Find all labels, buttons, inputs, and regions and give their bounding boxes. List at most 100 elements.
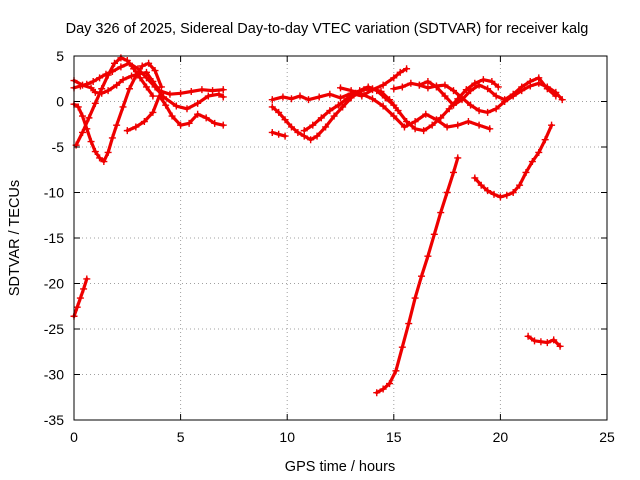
data-point	[543, 85, 551, 93]
data-point	[275, 108, 283, 116]
data-point	[347, 87, 355, 95]
x-tick-label: 5	[177, 429, 185, 445]
data-point	[83, 275, 91, 283]
data-point	[390, 112, 398, 120]
data-point	[177, 121, 185, 129]
data-point	[142, 74, 150, 82]
data-point	[151, 83, 159, 91]
data-point	[202, 114, 210, 122]
data-point	[535, 74, 543, 82]
data-point	[492, 92, 500, 100]
data-point	[535, 148, 543, 156]
data-point	[130, 65, 138, 73]
data-point	[398, 343, 406, 351]
data-point	[471, 79, 479, 87]
data-point	[87, 84, 95, 92]
data-point	[219, 121, 227, 129]
y-tick-label: -25	[44, 321, 64, 337]
series-trace-5	[123, 92, 227, 135]
data-point	[403, 118, 411, 126]
series-trace-3	[72, 54, 157, 149]
data-point	[556, 342, 564, 350]
data-point	[177, 89, 185, 97]
data-point	[279, 93, 287, 101]
data-point	[524, 332, 532, 340]
data-point	[219, 86, 227, 94]
data-point	[172, 102, 180, 110]
data-point	[117, 63, 125, 71]
data-point	[117, 54, 125, 62]
data-point	[104, 71, 112, 79]
y-tick-label: 0	[56, 94, 64, 110]
data-point	[204, 92, 212, 100]
data-point	[91, 148, 99, 156]
series-trace-15	[471, 121, 556, 201]
data-point	[76, 294, 84, 302]
data-point	[80, 285, 88, 293]
data-point	[390, 74, 398, 82]
data-point	[326, 107, 334, 115]
data-point	[522, 168, 530, 176]
data-point	[537, 338, 545, 346]
data-point	[379, 385, 387, 393]
data-point	[157, 83, 165, 91]
data-point	[449, 87, 457, 95]
data-point	[484, 85, 492, 93]
data-point	[85, 114, 93, 122]
data-point	[475, 107, 483, 115]
data-point	[541, 136, 549, 144]
data-point	[543, 339, 551, 347]
data-point	[185, 119, 193, 127]
data-point	[87, 138, 95, 146]
data-point	[113, 121, 121, 129]
data-point	[441, 92, 449, 100]
data-point	[194, 99, 202, 107]
y-tick-label: 5	[56, 48, 64, 64]
data-point	[145, 59, 153, 67]
data-point	[428, 121, 436, 129]
data-point	[268, 96, 276, 104]
y-tick-label: -35	[44, 412, 64, 428]
data-point	[162, 101, 170, 109]
data-point	[96, 74, 104, 82]
data-point	[132, 72, 140, 80]
data-point	[477, 181, 485, 189]
data-point	[471, 174, 479, 182]
data-point	[287, 95, 295, 103]
data-point	[315, 93, 323, 101]
data-point	[443, 123, 451, 131]
data-point	[358, 90, 366, 98]
data-point	[386, 380, 394, 388]
data-point	[113, 81, 121, 89]
data-point	[548, 121, 556, 129]
x-axis-label: GPS time / hours	[285, 459, 395, 475]
data-point	[443, 189, 451, 196]
series-trace-7	[268, 65, 411, 104]
data-point	[484, 108, 492, 116]
series-trace-16	[524, 332, 564, 350]
data-point	[125, 85, 133, 93]
data-point	[454, 154, 462, 162]
data-point	[74, 103, 82, 111]
x-tick-label: 0	[70, 429, 78, 445]
data-point	[558, 96, 566, 104]
data-point	[151, 67, 159, 75]
data-point	[403, 65, 411, 73]
data-point	[76, 82, 84, 90]
data-point	[550, 336, 558, 344]
data-point	[432, 83, 440, 91]
data-point	[552, 92, 560, 100]
x-tick-label: 20	[493, 429, 509, 445]
data-point	[187, 87, 195, 95]
data-point	[422, 110, 430, 118]
data-point	[96, 154, 104, 162]
data-point	[108, 134, 116, 142]
data-point	[138, 62, 146, 70]
data-point	[307, 136, 315, 144]
data-point	[516, 181, 524, 189]
chart-title: Day 326 of 2025, Sidereal Day-to-day VTE…	[66, 21, 589, 37]
data-point	[89, 77, 97, 85]
data-point	[467, 101, 475, 109]
data-point	[467, 87, 475, 95]
data-point	[281, 132, 289, 140]
